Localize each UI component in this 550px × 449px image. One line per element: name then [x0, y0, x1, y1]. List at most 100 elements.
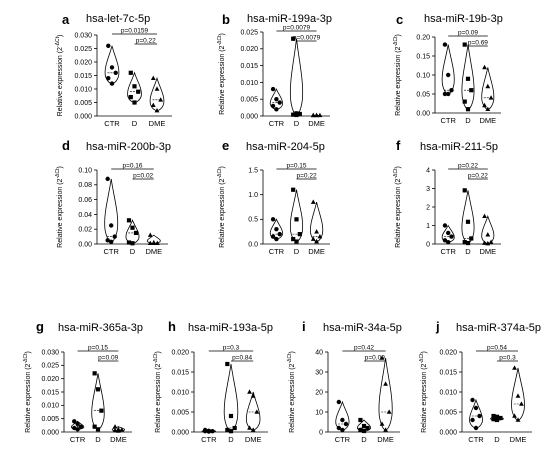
panel-letter: e	[222, 138, 229, 153]
data-point	[462, 99, 467, 104]
panel-letter: j	[435, 319, 440, 334]
y-tick-label: 0	[426, 241, 430, 248]
category-label: D	[294, 119, 300, 128]
data-point	[202, 429, 208, 434]
data-point	[106, 43, 111, 48]
data-point	[491, 413, 496, 419]
panel-letter: i	[302, 319, 306, 334]
y-axis-label-sup: -ΔCt	[55, 168, 61, 179]
category-label: D	[228, 435, 234, 444]
data-point	[105, 238, 110, 243]
data-point	[358, 417, 363, 423]
y-axis-label: Relative expression (2-ΔCt)	[55, 35, 64, 117]
data-point	[473, 405, 479, 411]
data-point	[109, 65, 115, 70]
y-axis-label-text: Relative expression (2	[289, 363, 296, 432]
data-point	[485, 106, 491, 111]
data-point	[498, 415, 503, 421]
y-axis-label-sup: -ΔCt	[217, 35, 223, 46]
panel-title: hsa-miR-374a-5p	[456, 322, 541, 334]
y-tick-label: 0.05	[416, 91, 430, 98]
y-tick-label: 0.015	[41, 389, 59, 396]
category-label: D	[465, 247, 471, 256]
panel-letter: f	[396, 138, 401, 153]
y-axis-label-sup: -ΔCt	[217, 168, 223, 179]
data-point	[512, 413, 517, 418]
panel-letter: d	[62, 138, 70, 153]
panel-title: hsa-miR-199a-3p	[247, 13, 332, 25]
p-value-label: p=0.0079	[293, 35, 321, 42]
category-label: CTR	[440, 247, 456, 256]
y-tick-label: 0.000	[74, 113, 92, 120]
p-value-label: p=0.54	[487, 345, 507, 352]
y-axis-label-close: )	[395, 166, 402, 168]
data-point	[270, 217, 276, 222]
y-tick-label: 0.005	[74, 100, 92, 107]
panel-e: e hsa-miR-204-5p 0.0 0.5 1.0 1.5 Relative expr…	[217, 138, 330, 256]
category-label: CTR	[104, 119, 120, 128]
violin-D	[461, 190, 475, 244]
panel-letter: b	[222, 12, 230, 27]
p-value-label: p=0.0079	[283, 25, 311, 32]
y-axis-label: Relative expression (2-ΔCt)	[393, 34, 402, 116]
y-tick-label: 0.08	[78, 182, 92, 189]
category-label: DME	[149, 119, 166, 128]
y-tick-label: 3	[426, 186, 430, 193]
violin-D	[289, 38, 304, 116]
p-value-label: p=0.09	[458, 30, 478, 37]
category-label: CTR	[103, 247, 119, 256]
p-value-label: p=0.3	[223, 345, 240, 352]
data-point	[343, 421, 349, 427]
panel-title: hsa-miR-19b-3p	[424, 13, 503, 25]
data-point	[109, 223, 114, 228]
data-point	[112, 427, 118, 433]
data-point	[99, 408, 104, 413]
y-axis-label-sup: -ΔCt	[23, 353, 29, 364]
y-axis-label-text: Relative expression (2	[219, 45, 226, 114]
data-point	[92, 424, 97, 429]
category-label: CTR	[269, 119, 285, 128]
y-tick-label: 20	[315, 389, 323, 396]
y-tick-label: 0.015	[171, 369, 189, 376]
data-point	[72, 425, 77, 431]
y-axis-label-sup: -ΔCt	[393, 168, 399, 179]
p-value-label: p=0.22	[458, 163, 478, 170]
data-point	[270, 86, 276, 92]
data-point	[446, 91, 451, 97]
y-tick-label: 0.025	[74, 46, 92, 53]
violin-D	[223, 363, 239, 432]
data-point	[294, 112, 299, 118]
data-point	[512, 365, 517, 370]
p-value-label: p=0.22	[468, 173, 488, 180]
data-point	[75, 421, 80, 427]
data-point	[128, 95, 133, 100]
y-tick-label: 0.005	[240, 97, 258, 104]
y-tick-label: 40	[315, 349, 323, 356]
y-axis-label-sup: -ΔCt	[287, 353, 293, 364]
category-label: DME	[110, 435, 127, 444]
data-point	[136, 89, 141, 94]
data-point	[340, 427, 345, 433]
y-axis-label-close: )	[57, 35, 64, 37]
data-point	[72, 419, 77, 424]
data-point	[119, 427, 125, 432]
data-point	[154, 240, 160, 246]
data-point	[386, 409, 392, 414]
panel-d: d hsa-miR-200b-3p 0.00 0.02 0.04 0.06 0.08 0.10…	[55, 138, 171, 256]
data-point	[310, 199, 316, 204]
data-point	[470, 397, 475, 403]
data-point	[465, 219, 471, 224]
data-point	[482, 213, 487, 219]
data-point	[291, 236, 296, 242]
panel-g: g hsa-miR-365a-3p 0.000 0.005 0.010 0.015 0.02…	[23, 319, 143, 444]
category-label: CTR	[70, 435, 86, 444]
data-point	[250, 427, 256, 432]
data-point	[147, 240, 153, 246]
y-tick-label: 0.020	[74, 59, 92, 66]
y-tick-label: 0.20	[416, 34, 430, 41]
data-point	[446, 230, 451, 236]
data-point	[494, 417, 500, 423]
data-point	[112, 424, 118, 429]
data-point	[462, 42, 467, 47]
violin-DME	[310, 201, 324, 242]
